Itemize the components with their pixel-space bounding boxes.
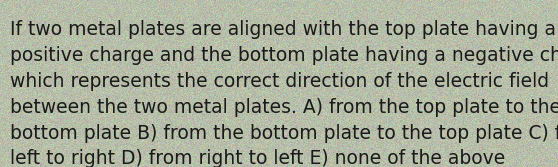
Text: which represents the correct direction of the electric field: which represents the correct direction o… [10, 72, 549, 91]
Text: between the two metal plates. A) from the top plate to the: between the two metal plates. A) from th… [10, 98, 558, 117]
Text: left to right D) from right to left E) none of the above: left to right D) from right to left E) n… [10, 149, 506, 167]
Text: If two metal plates are aligned with the top plate having a: If two metal plates are aligned with the… [10, 20, 556, 39]
Text: bottom plate B) from the bottom plate to the top plate C) from: bottom plate B) from the bottom plate to… [10, 124, 558, 143]
Text: positive charge and the bottom plate having a negative charge,: positive charge and the bottom plate hav… [10, 46, 558, 65]
